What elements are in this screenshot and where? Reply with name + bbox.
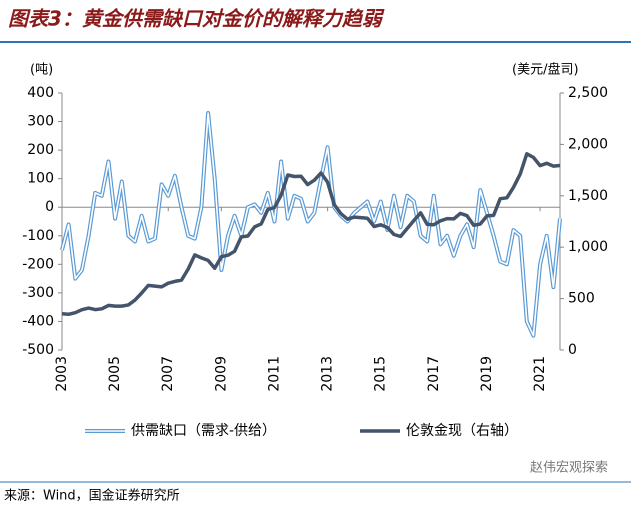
watermark: 赵伟宏观探索 — [530, 461, 608, 476]
legend-label: 伦敦金现（右轴） — [406, 423, 518, 439]
x-tick-label: 2011 — [266, 356, 282, 392]
y2-tick-label: 500 — [568, 291, 595, 307]
y-tick-label: -100 — [22, 228, 54, 244]
chart-title: 图表3：黄金供需缺口对金价的解释力趋弱 — [8, 7, 385, 31]
x-tick-label: 2009 — [213, 356, 229, 392]
x-tick-label: 2003 — [54, 356, 70, 392]
y-tick-label: 300 — [27, 114, 54, 130]
source: 来源：Wind，国金证券研究所 — [4, 488, 180, 504]
y-tick-label: -200 — [22, 256, 54, 272]
series-line-inner — [61, 112, 561, 337]
x-tick-label: 2007 — [160, 356, 176, 392]
x-tick-label: 2013 — [320, 356, 336, 392]
y2-tick-label: 0 — [568, 342, 577, 358]
series-line — [61, 152, 561, 317]
x-tick-label: 2015 — [373, 356, 389, 392]
series-line — [60, 111, 562, 338]
y-tick-label: -300 — [22, 285, 54, 301]
y-tick-label: 0 — [45, 199, 54, 215]
y2-tick-label: 2,500 — [568, 85, 608, 101]
x-tick-label: 2019 — [479, 356, 495, 392]
y2-tick-label: 1,500 — [568, 188, 608, 204]
x-tick-label: 2017 — [426, 356, 442, 392]
y2-tick-label: 2,000 — [568, 136, 608, 152]
y-tick-label: 100 — [27, 171, 54, 187]
y-tick-label: 200 — [27, 142, 54, 158]
y-tick-label: -400 — [22, 313, 54, 329]
y-axis-label: (吨) — [30, 63, 53, 78]
y2-tick-label: 1,000 — [568, 239, 608, 255]
y-tick-label: 400 — [27, 85, 54, 101]
y-tick-label: -500 — [22, 342, 54, 358]
x-tick-label: 2005 — [107, 356, 123, 392]
legend-label: 供需缺口（需求-供给） — [131, 423, 276, 439]
x-tick-label: 2021 — [532, 356, 548, 392]
y2-axis-label: (美元/盘司) — [512, 62, 579, 78]
